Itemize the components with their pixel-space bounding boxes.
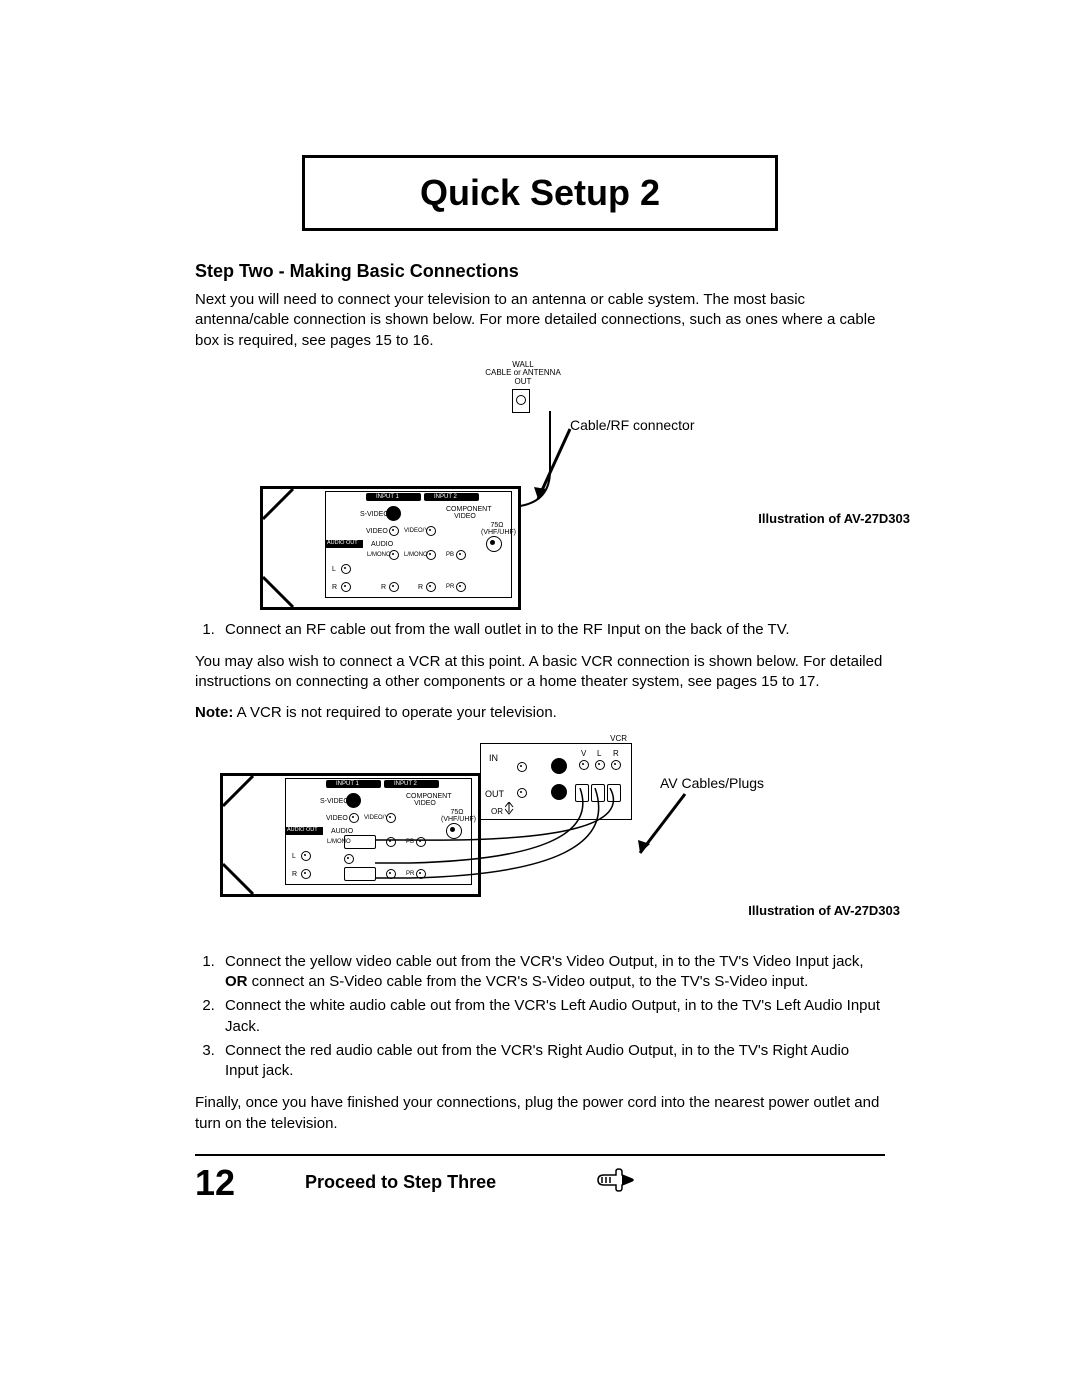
diagram-vcr-connection: INPUT 1 INPUT 2 S-VIDEO COMPONENT VIDEO … xyxy=(210,733,870,938)
hand-pointer-icon xyxy=(596,1167,636,1198)
intro-paragraph: Next you will need to connect your telev… xyxy=(195,290,885,351)
step1-list: Connect an RF cable out from the wall ou… xyxy=(195,620,885,640)
wall-outlet-icon xyxy=(512,389,530,413)
diagram-rf-connection: WALL CABLE or ANTENNA OUT Cable/RF conne… xyxy=(230,361,850,606)
list-item: Connect the yellow video cable out from … xyxy=(219,952,885,993)
vcr-svideo-icon xyxy=(551,758,567,774)
list-item: Connect an RF cable out from the wall ou… xyxy=(219,620,885,640)
av-wires xyxy=(370,788,630,908)
note-paragraph: Note: A VCR is not required to operate y… xyxy=(195,703,885,723)
list-item: Connect the white audio cable out from t… xyxy=(219,996,885,1037)
proceed-label: Proceed to Step Three xyxy=(305,1172,496,1193)
list-item: Connect the red audio cable out from the… xyxy=(219,1041,885,1082)
title-box: Quick Setup 2 xyxy=(302,155,778,231)
vcr-paragraph: You may also wish to connect a VCR at th… xyxy=(195,652,885,693)
tv-rear-panel-1: INPUT 1 INPUT 2 S-VIDEO COMPONENT VIDEO … xyxy=(325,491,512,598)
final-paragraph: Finally, once you have finished your con… xyxy=(195,1093,885,1134)
footer: 12 Proceed to Step Three xyxy=(195,1154,885,1204)
illustration-caption-1: Illustration of AV-27D303 xyxy=(758,511,910,526)
step-heading: Step Two - Making Basic Connections xyxy=(195,261,885,282)
illustration-caption-2: Illustration of AV-27D303 xyxy=(748,903,900,918)
step2-list: Connect the yellow video cable out from … xyxy=(195,952,885,1082)
av-arrow xyxy=(630,788,720,868)
page-title: Quick Setup 2 xyxy=(305,172,775,214)
wall-label: WALL CABLE or ANTENNA OUT xyxy=(478,361,568,386)
rf-jack xyxy=(486,536,502,552)
page-number: 12 xyxy=(195,1162,235,1204)
rf-cable-arrow xyxy=(520,411,640,521)
